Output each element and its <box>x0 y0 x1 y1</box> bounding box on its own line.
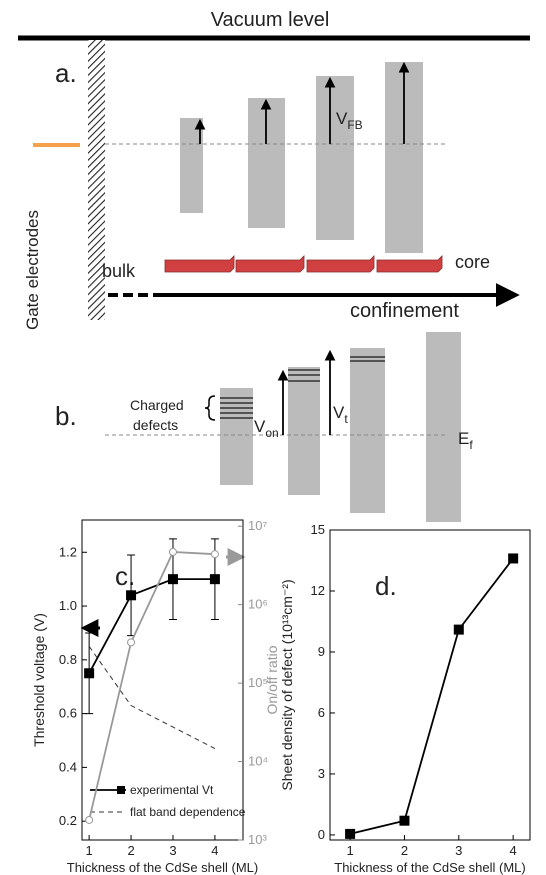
plot-frame <box>81 519 244 841</box>
x-tick-label: 4 <box>211 843 218 858</box>
y2-tick-label: 10⁴ <box>248 754 268 769</box>
y-tick-label: 0.8 <box>59 652 77 667</box>
von-label: Von <box>254 417 279 440</box>
arrows-a <box>194 61 410 144</box>
y2-tick-label: 10⁶ <box>248 597 268 612</box>
legend-label: flat band dependence <box>130 805 246 819</box>
y-tick-label: 1.2 <box>59 544 77 559</box>
marker <box>167 574 178 585</box>
gate-label: Gate electrodes <box>23 210 42 330</box>
series-line <box>88 646 216 750</box>
brace <box>204 395 216 421</box>
defects-label: defects <box>133 417 178 433</box>
confinement-label: confinement <box>350 300 459 322</box>
legend-label: experimental Vt <box>130 783 214 797</box>
plot-frame <box>329 529 531 841</box>
bands-b <box>220 332 461 522</box>
ef-label: Ef <box>458 429 473 452</box>
x-tick-label: 2 <box>401 843 408 858</box>
vacuum-label: Vacuum level <box>211 9 330 31</box>
x-tick-label: 2 <box>127 843 134 858</box>
y2-axis-label: On/off ratio <box>264 645 280 714</box>
panel-label: b. <box>55 401 77 431</box>
y-tick-label: 6 <box>318 705 325 720</box>
y2-tick-label: 10⁵ <box>248 675 268 690</box>
marker <box>85 815 94 824</box>
series-line <box>88 551 215 821</box>
y-tick-label: 3 <box>318 766 325 781</box>
y-axis-label: Threshold voltage (V) <box>31 613 47 747</box>
x-tick-label: 1 <box>86 843 93 858</box>
vt-label: Vt <box>333 403 348 426</box>
bands-a <box>180 62 423 253</box>
defects-label: Charged <box>130 397 184 413</box>
annotation: c. <box>115 561 135 591</box>
gate-electrode <box>88 40 105 320</box>
marker <box>508 553 519 564</box>
y2-tick-label: 10⁷ <box>248 518 267 533</box>
x-axis-label: Thickness of the CdSe shell (ML) <box>67 860 258 875</box>
core-slabs <box>164 255 443 273</box>
series-line <box>88 578 215 674</box>
bulk-label: bulk <box>102 261 136 281</box>
x-tick-label: 3 <box>455 843 462 858</box>
marker <box>168 547 177 556</box>
marker <box>210 550 219 559</box>
x-tick-label: 3 <box>169 843 176 858</box>
arrows-b <box>277 349 336 435</box>
core-label: core <box>455 252 490 272</box>
x-tick-label: 4 <box>510 843 517 858</box>
marker <box>345 828 356 839</box>
annotation: d. <box>375 571 397 601</box>
marker <box>126 590 137 601</box>
y2-tick-label: 10³ <box>248 832 267 847</box>
y-tick-label: 0.6 <box>59 706 77 721</box>
series-line <box>349 557 514 835</box>
y-tick-label: 1.0 <box>59 598 77 613</box>
marker <box>127 638 136 647</box>
legend-swatch <box>117 786 125 794</box>
panel-label: a. <box>55 58 77 88</box>
x-axis-label: Thickness of the CdSe shell (ML) <box>334 860 525 875</box>
y-tick-label: 0.4 <box>59 759 77 774</box>
marker <box>84 668 95 679</box>
defect-levels <box>220 356 385 419</box>
marker <box>453 624 464 635</box>
x-tick-label: 1 <box>346 843 353 858</box>
y-axis-label: Sheet density of defect (10¹³cm⁻²) <box>279 579 295 790</box>
y-tick-label: 12 <box>311 583 325 598</box>
marker <box>399 815 410 826</box>
marker <box>209 574 220 585</box>
y-tick-label: 0 <box>318 827 325 842</box>
y-tick-label: 9 <box>318 644 325 659</box>
y-tick-label: 15 <box>311 522 325 537</box>
y-tick-label: 0.2 <box>59 813 77 828</box>
vfb-label: VFB <box>336 109 363 132</box>
